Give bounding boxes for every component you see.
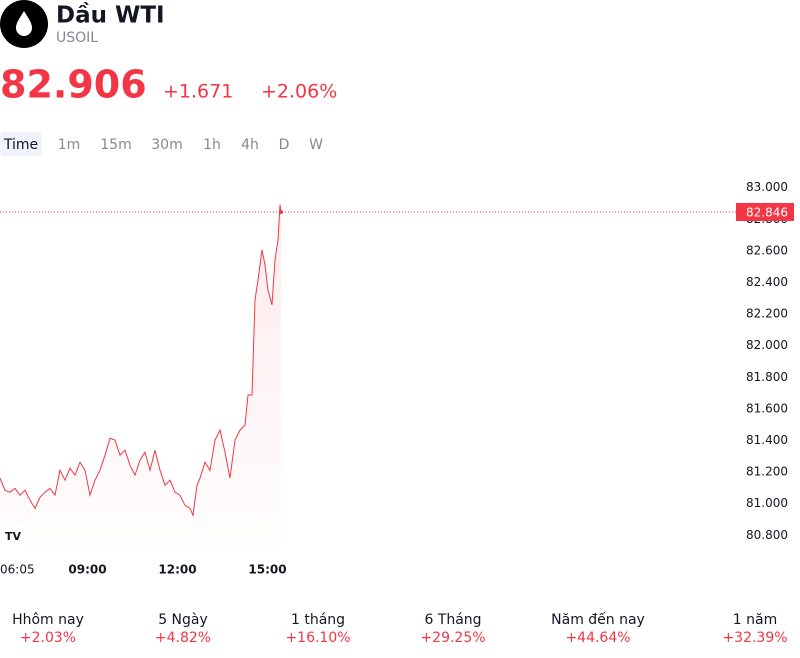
last-point	[279, 209, 284, 214]
interval-button[interactable]: 4h	[241, 137, 259, 153]
performance-value[interactable]: +44.64%	[565, 630, 630, 646]
y-tick-label: 81.000	[746, 496, 788, 510]
performance-label[interactable]: 6 Tháng	[424, 612, 481, 628]
y-tick-label: 80.800	[746, 528, 788, 542]
performance-label[interactable]: 5 Ngày	[158, 612, 208, 628]
interval-button[interactable]: 1h	[203, 137, 221, 153]
title: Dầu WTI	[56, 2, 165, 29]
y-tick-label: 81.600	[746, 401, 788, 415]
change-percent: +2.06%	[261, 81, 337, 103]
performance-label[interactable]: Hhôm nay	[12, 612, 84, 628]
last-price-label: 82.846	[746, 205, 788, 219]
x-tick-label: 12:00	[158, 563, 196, 577]
y-tick-label: 81.400	[746, 433, 788, 447]
y-tick-label: 82.600	[746, 243, 788, 257]
interval-button[interactable]: W	[309, 137, 323, 153]
performance-value[interactable]: +2.03%	[20, 630, 76, 646]
performance-label[interactable]: Năm đến nay	[551, 611, 645, 628]
interval-button[interactable]: 15m	[100, 137, 131, 153]
y-tick-label: 82.000	[746, 338, 788, 352]
y-tick-label: 82.200	[746, 307, 788, 321]
y-tick-label: 82.400	[746, 275, 788, 289]
interval-button[interactable]: Time	[3, 137, 38, 153]
performance-value[interactable]: +16.10%	[285, 630, 350, 646]
x-tick-label: 06:05	[0, 563, 35, 577]
x-tick-label: 09:00	[68, 563, 106, 577]
y-tick-label: 81.800	[746, 370, 788, 384]
performance-value[interactable]: +29.25%	[420, 630, 485, 646]
x-tick-label: 15:00	[248, 563, 286, 577]
performance-value[interactable]: +32.39%	[722, 630, 787, 646]
logo: TV	[5, 530, 22, 543]
change: +1.671	[163, 81, 233, 103]
y-tick-label: 81.200	[746, 465, 788, 479]
y-tick-label: 83.000	[746, 180, 788, 194]
interval-selected-bg	[0, 132, 42, 156]
symbol: USOIL	[56, 30, 98, 46]
price: 82.906	[0, 63, 147, 107]
price-line	[0, 204, 282, 518]
drop-icon	[16, 11, 32, 36]
performance-label[interactable]: 1 tháng	[291, 612, 345, 628]
interval-button[interactable]: 1m	[58, 137, 81, 153]
last-price-tag	[736, 202, 794, 221]
interval-button[interactable]: 30m	[151, 137, 182, 153]
area	[0, 204, 281, 548]
interval-button[interactable]: D	[279, 137, 290, 153]
performance-label[interactable]: 1 năm	[733, 612, 777, 628]
logo-badge	[0, 522, 27, 550]
performance-value[interactable]: +4.82%	[155, 630, 211, 646]
